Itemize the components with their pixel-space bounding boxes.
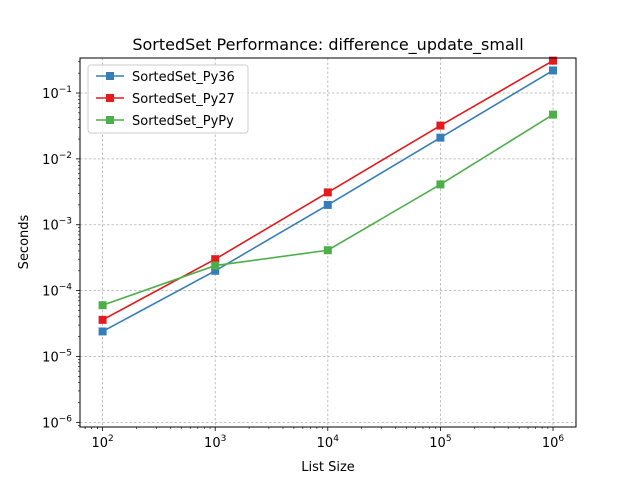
data-point: [549, 56, 558, 65]
data-point: [98, 315, 107, 324]
legend-label: SortedSet_Py27: [132, 92, 235, 107]
y-tick-label: 10−4: [42, 283, 72, 300]
data-point: [436, 133, 445, 142]
data-point: [549, 66, 558, 75]
legend: SortedSet_Py36 SortedSet_Py27 SortedSet_Py…: [87, 64, 249, 134]
y-axis-ticks: 10−610−510−410−310−210−1: [42, 61, 80, 431]
x-tick-label-exponent: 5: [446, 434, 452, 444]
data-point: [211, 255, 220, 264]
data-point: [436, 180, 445, 189]
legend-marker: [106, 116, 114, 124]
y-axis-label: Seconds: [17, 214, 32, 269]
x-tick-label: 103: [204, 434, 226, 451]
x-tick-label-base: 10: [429, 436, 446, 451]
x-tick-label-base: 10: [204, 436, 221, 451]
data-point: [211, 261, 220, 270]
y-tick-label-base: 10: [42, 416, 59, 431]
y-tick-label-exponent: −2: [59, 151, 72, 161]
x-tick-label-exponent: 4: [333, 434, 339, 444]
series-SortedSet_PyPy: [98, 110, 558, 310]
y-tick-label-exponent: −1: [59, 85, 72, 95]
legend-item: SortedSet_PyPy: [96, 114, 234, 129]
y-tick-label-exponent: −3: [59, 217, 72, 227]
y-tick-label: 10−6: [42, 414, 72, 431]
chart-title: SortedSet Performance: difference_update…: [132, 35, 523, 55]
x-tick-label-base: 10: [542, 436, 559, 451]
y-tick-label-base: 10: [42, 87, 59, 102]
legend-item: SortedSet_Py36: [96, 70, 235, 85]
y-tick-label-exponent: −4: [59, 283, 73, 293]
data-point: [436, 121, 445, 130]
series-SortedSet_Py36: [98, 66, 558, 336]
x-axis-label: List Size: [301, 460, 355, 475]
y-tick-label: 10−3: [42, 217, 72, 234]
y-tick-label-base: 10: [42, 219, 59, 234]
x-tick-label: 104: [317, 434, 340, 451]
data-point: [323, 246, 332, 255]
x-tick-label: 106: [542, 434, 565, 451]
legend-label: SortedSet_Py36: [132, 70, 235, 85]
x-axis-ticks: 102 103 104 105 106: [84, 427, 565, 451]
series-layer: [98, 56, 558, 336]
legend-label: SortedSet_PyPy: [132, 114, 234, 129]
y-tick-label: 10−1: [42, 85, 72, 102]
x-tick-label-exponent: 6: [558, 434, 564, 444]
y-tick-label: 10−5: [42, 348, 72, 365]
x-tick-label: 105: [429, 434, 451, 451]
legend-box: [87, 64, 249, 134]
x-tick-label-base: 10: [317, 436, 334, 451]
y-tick-label-base: 10: [42, 285, 59, 300]
y-tick-label-base: 10: [42, 153, 59, 168]
x-tick-label-base: 10: [91, 436, 108, 451]
data-point: [98, 301, 107, 310]
data-point: [211, 266, 220, 275]
legend-marker: [106, 94, 114, 102]
data-point: [98, 327, 107, 336]
legend-marker: [106, 72, 114, 80]
data-point: [549, 110, 558, 119]
y-tick-label-exponent: −6: [59, 414, 73, 424]
data-point: [323, 200, 332, 209]
y-tick-label-exponent: −5: [59, 348, 72, 358]
data-point: [323, 188, 332, 197]
legend-item: SortedSet_Py27: [96, 92, 235, 107]
y-tick-label-base: 10: [42, 350, 59, 365]
x-tick-label: 102: [91, 434, 113, 451]
x-tick-label-exponent: 3: [221, 434, 227, 444]
y-tick-label: 10−2: [42, 151, 72, 168]
x-tick-label-exponent: 2: [108, 434, 114, 444]
